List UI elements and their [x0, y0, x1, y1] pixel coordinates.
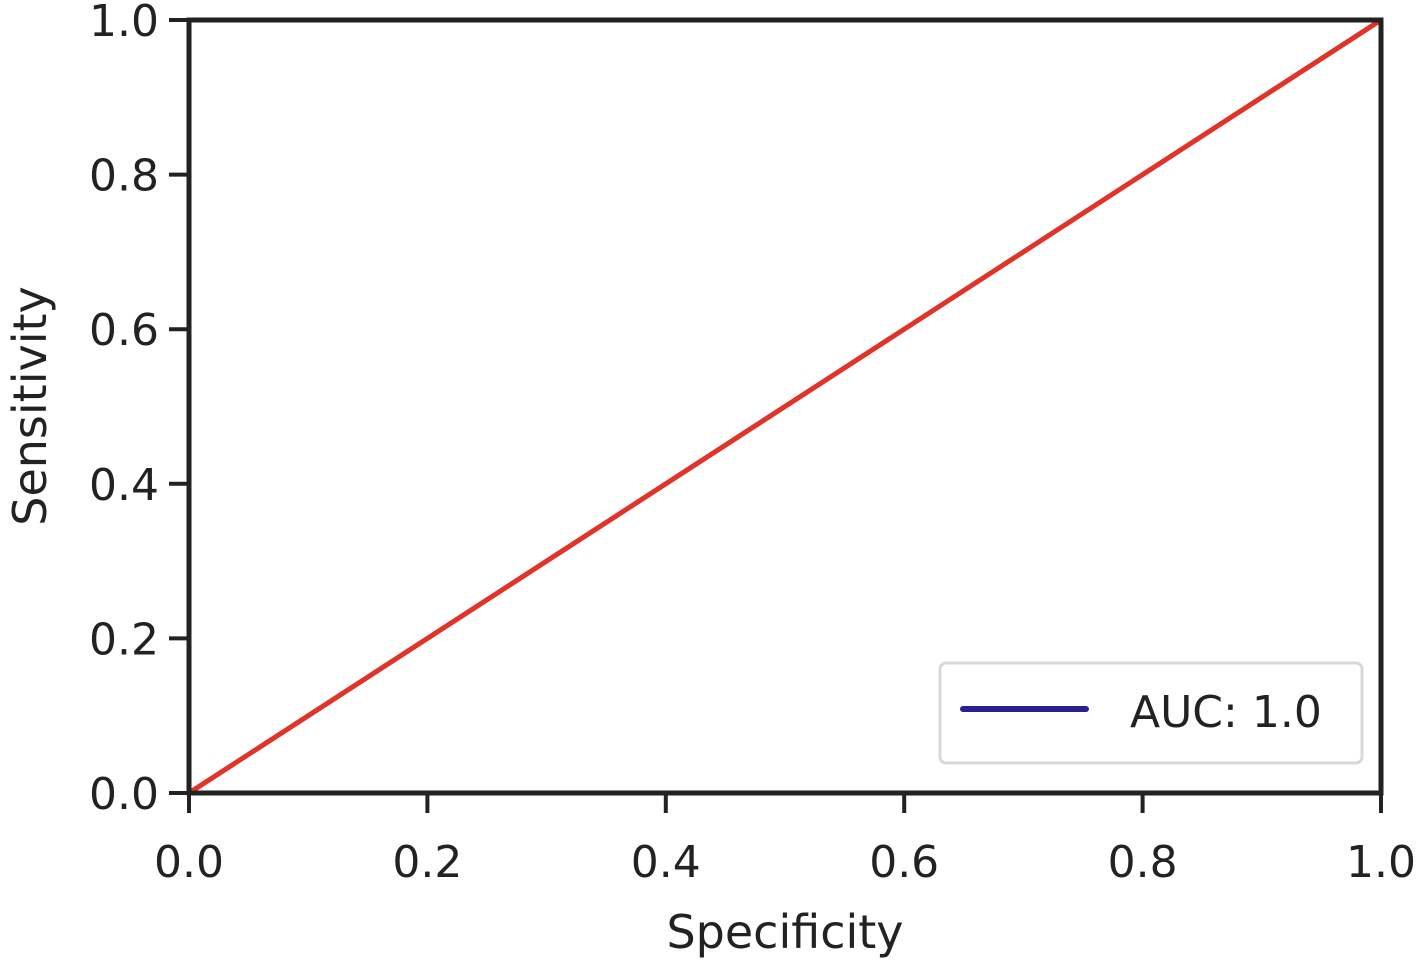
x-tick-label: 0.8 [1108, 837, 1178, 888]
x-tick-label: 0.0 [154, 837, 224, 888]
x-axis-label: Specificity [666, 905, 903, 959]
y-tick-label: 1.0 [89, 0, 159, 47]
y-tick-label: 0.8 [89, 151, 159, 202]
x-axis-ticks: 0.0 0.2 0.4 0.6 0.8 1.0 [154, 793, 1416, 888]
y-tick-label: 0.4 [89, 460, 159, 511]
y-tick-label: 0.0 [89, 769, 159, 820]
legend-box [938, 661, 1364, 765]
legend: AUC: 1.0 [938, 661, 1364, 765]
x-tick-label: 0.4 [631, 837, 701, 888]
x-tick-label: 0.2 [392, 837, 462, 888]
series-line-reference [187, 17, 1383, 796]
y-axis-label: Sensitivity [3, 286, 57, 525]
y-tick-label: 0.2 [89, 614, 159, 665]
x-tick-label: 1.0 [1346, 837, 1416, 888]
y-axis-ticks: 0.0 0.2 0.4 0.6 0.8 1.0 [89, 0, 189, 820]
plot-frame [186, 17, 1384, 796]
legend-label-auc: AUC: 1.0 [1130, 687, 1322, 738]
x-tick-label: 0.6 [869, 837, 939, 888]
y-tick-label: 0.6 [89, 305, 159, 356]
